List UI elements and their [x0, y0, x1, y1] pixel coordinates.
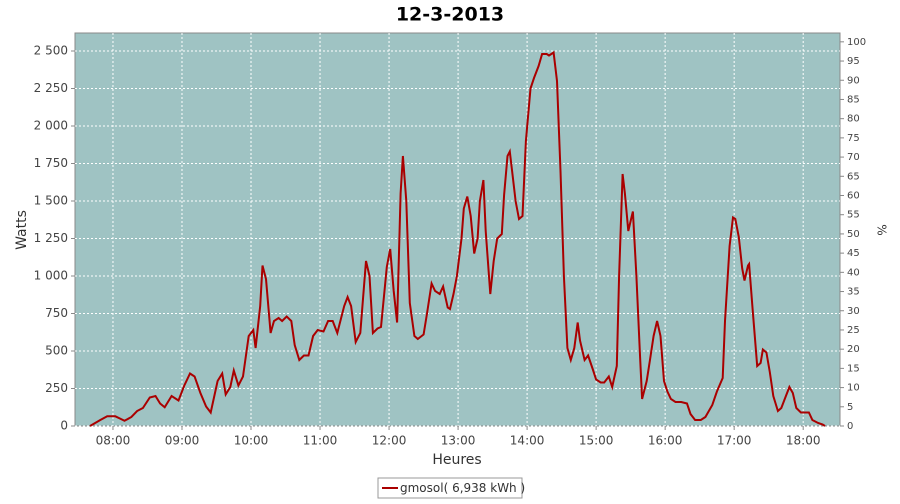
y-tick-label: 500	[45, 344, 68, 358]
y-tick-label: 2 000	[34, 119, 68, 133]
y2-tick-label: 15	[847, 363, 860, 374]
legend-label: gmosol( 6,938 kWh )	[400, 481, 525, 495]
y2-tick-label: 70	[847, 152, 860, 163]
y2-tick-label: 30	[847, 306, 860, 317]
x-tick-label: 15:00	[579, 434, 614, 448]
y2-tick-label: 60	[847, 191, 860, 202]
x-tick-label: 18:00	[786, 434, 821, 448]
y-tick-label: 2 500	[34, 44, 68, 58]
x-tick-label: 08:00	[96, 434, 131, 448]
plot-area	[74, 32, 841, 427]
y2-tick-label: 0	[847, 421, 853, 432]
x-tick-label: 11:00	[303, 434, 338, 448]
x-tick-label: 13:00	[441, 434, 476, 448]
y2-tick-label: 10	[847, 383, 860, 394]
x-tick-label: 10:00	[234, 434, 269, 448]
y2-tick-label: 45	[847, 248, 860, 259]
legend-box	[377, 477, 523, 499]
y-tick-label: 750	[45, 306, 68, 320]
y2-tick-label: 80	[847, 114, 860, 125]
y-tick-label: 1 500	[34, 194, 68, 208]
y2-tick-label: 90	[847, 75, 860, 86]
y2-tick-label: 100	[847, 37, 866, 48]
y-tick-label: 0	[60, 419, 68, 433]
y-tick-label: 2 250	[34, 81, 68, 95]
y2-tick-label: 50	[847, 229, 860, 240]
y-tick-label: 250	[45, 381, 68, 395]
x-tick-label: 16:00	[648, 434, 683, 448]
x-axis-label: Heures	[432, 452, 481, 468]
x-tick-label: 12:00	[372, 434, 407, 448]
x-tick-label: 17:00	[717, 434, 752, 448]
y-tick-label: 1 750	[34, 156, 68, 170]
y2-tick-label: 95	[847, 56, 860, 67]
y2-tick-label: 35	[847, 287, 860, 298]
y2-tick-label: 5	[847, 402, 853, 413]
y2-tick-label: 25	[847, 325, 860, 336]
y2-tick-label: 20	[847, 344, 860, 355]
y-axis-label: Watts	[14, 210, 30, 250]
y2-tick-label: 65	[847, 171, 860, 182]
x-tick-label: 14:00	[510, 434, 545, 448]
y2-tick-label: 85	[847, 94, 860, 105]
y-tick-label: 1 000	[34, 269, 68, 283]
chart-title: 12-3-2013	[396, 4, 504, 26]
x-tick-label: 09:00	[165, 434, 200, 448]
data-line	[89, 50, 826, 427]
y2-axis-label: %	[875, 224, 889, 235]
y2-tick-label: 75	[847, 133, 860, 144]
y2-tick-label: 55	[847, 210, 860, 221]
y2-tick-label: 40	[847, 267, 860, 278]
y-tick-label: 1 250	[34, 231, 68, 245]
